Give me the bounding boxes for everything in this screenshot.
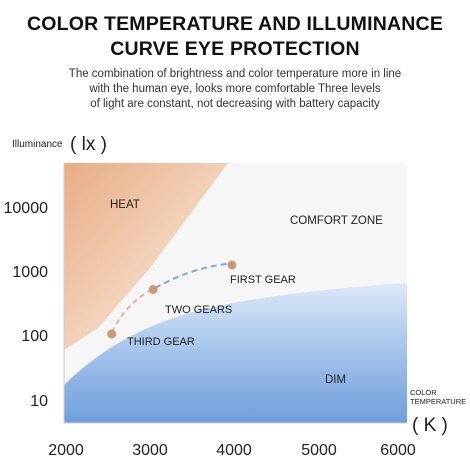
x-tick-6000: 6000: [380, 442, 416, 459]
gear-label-two: TWO GEARS: [165, 304, 232, 316]
region-label-comfort: COMFORT ZONE: [290, 215, 383, 227]
dim-zone: [64, 283, 407, 423]
y-tick-10000: 10000: [4, 200, 49, 217]
region-label-heat: HEAT: [110, 199, 140, 211]
y-axis-label: Illuminance: [12, 139, 63, 150]
description-line-3: of light are constant, not decreasing wi…: [90, 98, 380, 110]
description-line-1: The combination of brightness and color …: [68, 68, 402, 80]
gear-label-first: FIRST GEAR: [230, 274, 296, 286]
gear-label-third: THIRD GEAR: [127, 336, 195, 348]
description-line-2: with the human eye, looks more comfortab…: [89, 83, 381, 95]
title-line-1: COLOR TEMPERATURE AND ILLUMINANCE: [26, 13, 444, 35]
x-tick-2000: 2000: [48, 442, 84, 459]
curve-cool: [154, 262, 236, 289]
x-tick-3000: 3000: [132, 442, 168, 459]
x-axis-label-line2: TEMPERATURE: [410, 397, 466, 406]
y-tick-1000: 1000: [12, 264, 48, 281]
x-axis-unit: ( K ): [412, 415, 448, 436]
x-tick-5000: 5000: [301, 442, 337, 459]
title-line-2: CURVE EYE PROTECTION: [110, 38, 360, 60]
heat-zone: [64, 163, 228, 350]
x-axis-label-line1: COLOR: [410, 388, 437, 397]
y-tick-10: 10: [30, 393, 48, 410]
gear-point-first: [227, 260, 237, 270]
gear-point-two: [148, 285, 158, 294]
y-axis-unit: ( lx ): [70, 134, 107, 155]
x-tick-4000: 4000: [216, 442, 252, 459]
y-tick-100: 100: [21, 328, 48, 345]
region-label-dim: DIM: [325, 374, 346, 386]
gear-point-third: [107, 329, 117, 339]
